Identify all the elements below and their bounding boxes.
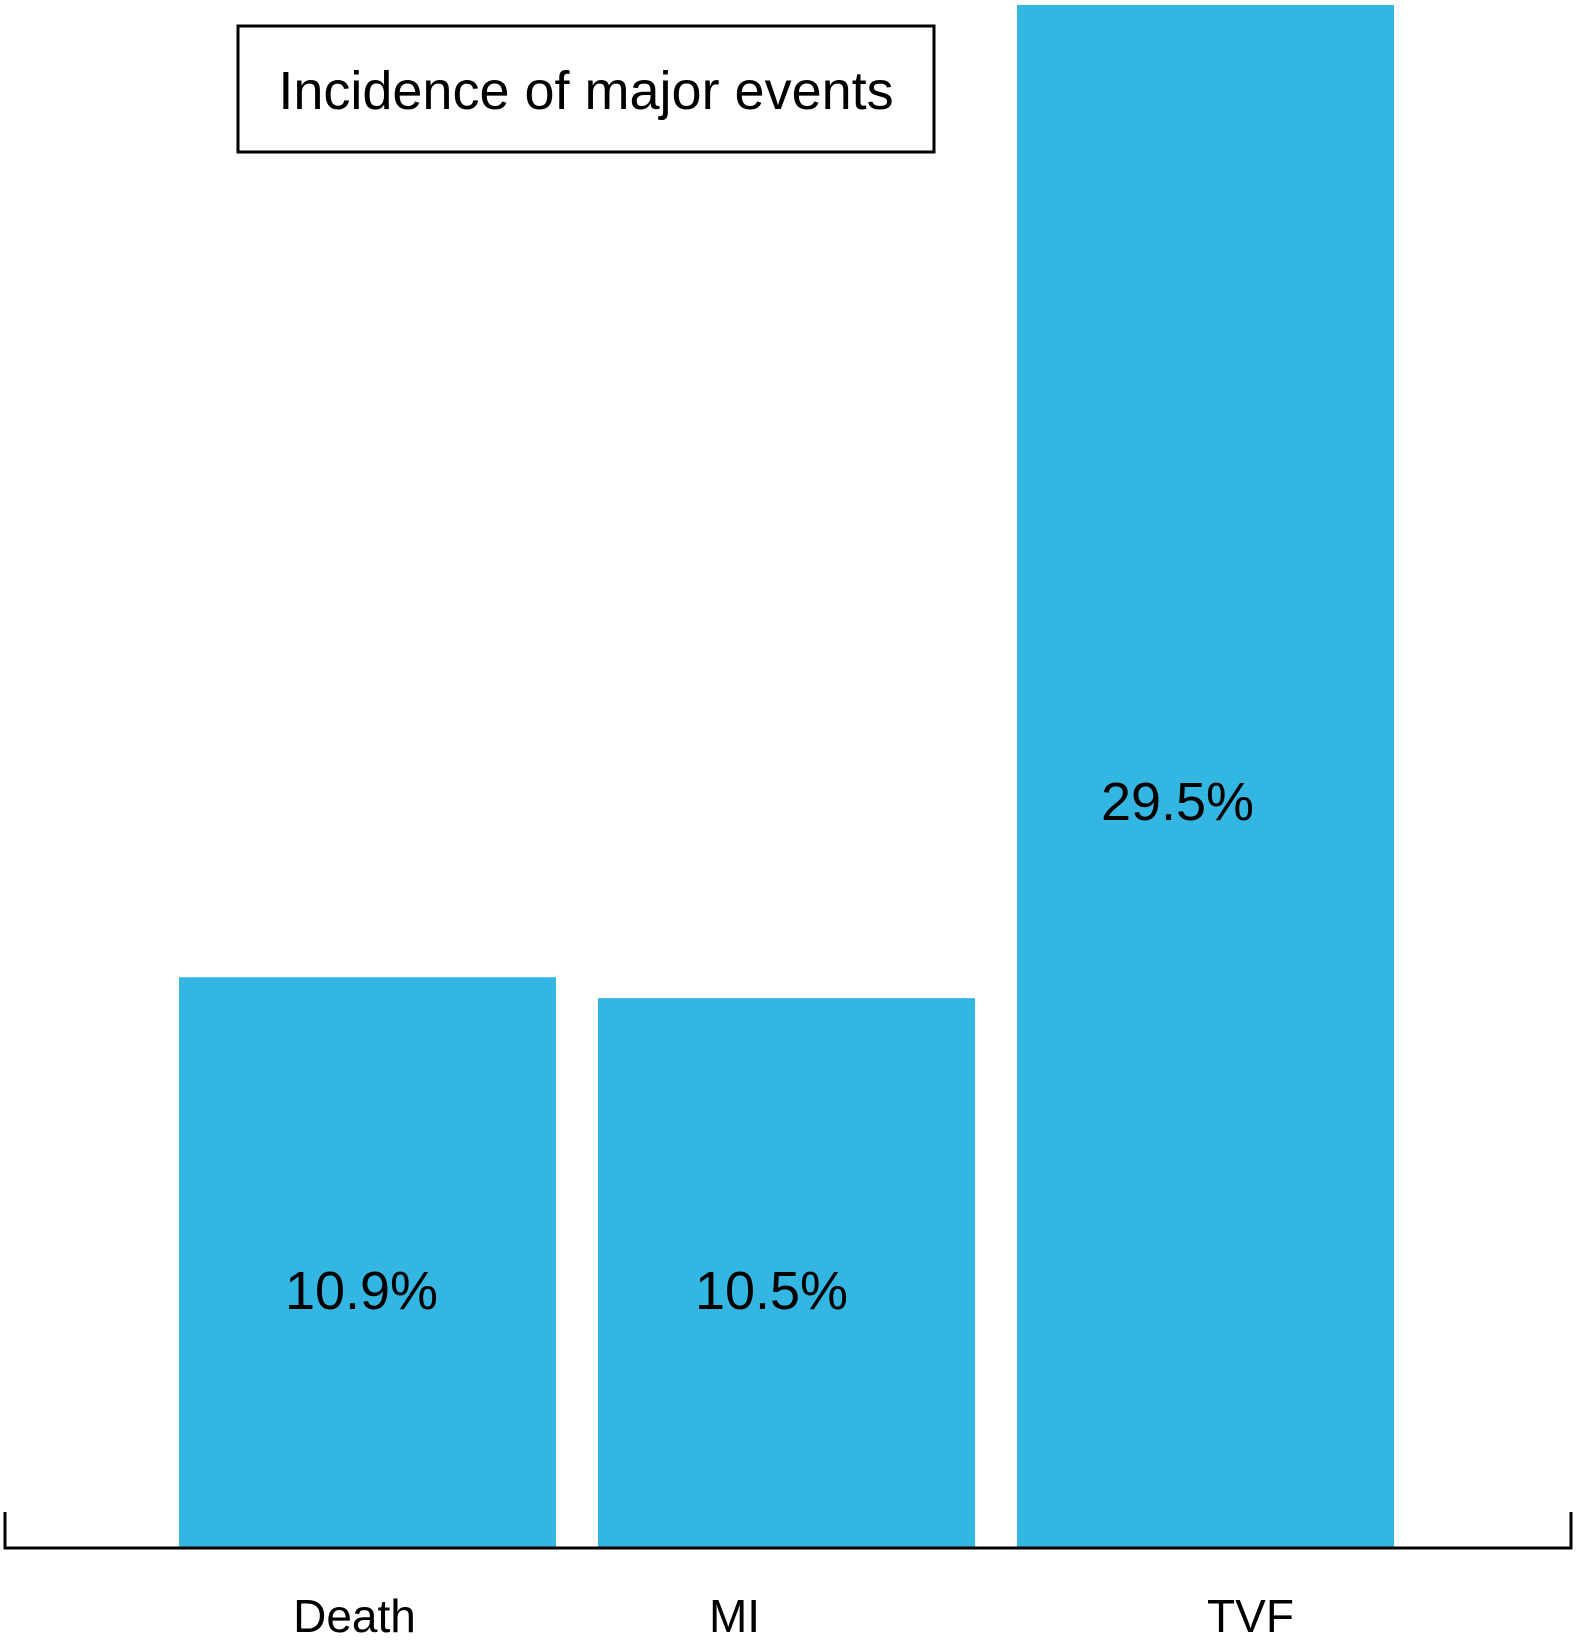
bar-tvf — [1017, 5, 1394, 1547]
chart-title-box: Incidence of major events — [236, 24, 936, 154]
bar-value-label-death: 10.9% — [285, 1261, 438, 1321]
x-tick-label-tvf: TVF — [1207, 1590, 1294, 1642]
bar-value-label-mi: 10.5% — [695, 1261, 848, 1321]
bar-death — [179, 977, 556, 1547]
x-axis-tick-labels: Death MI TVF — [293, 1590, 1294, 1642]
bar-value-labels: 10.9% 10.5% 29.5% — [285, 772, 1254, 1321]
x-tick-label-death: Death — [293, 1590, 416, 1642]
x-axis — [3, 1512, 1573, 1550]
chart-title: Incidence of major events — [278, 61, 893, 121]
chart-title-border — [236, 24, 936, 154]
bars-group — [179, 5, 1394, 1547]
x-tick-label-mi: MI — [709, 1590, 760, 1642]
bar-mi — [598, 998, 975, 1547]
bar-value-label-tvf: 29.5% — [1101, 772, 1254, 832]
